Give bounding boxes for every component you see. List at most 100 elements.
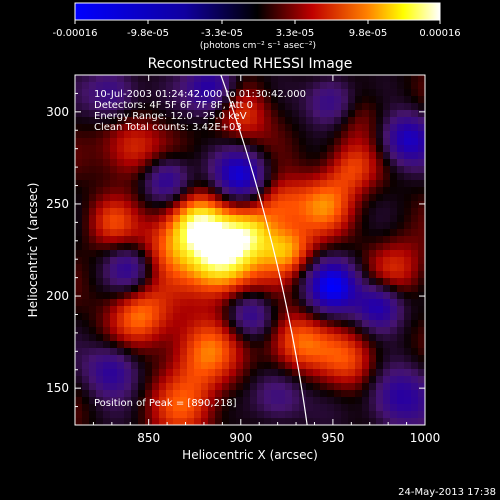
heatmap-cell <box>208 222 216 230</box>
heatmap-cell <box>250 369 258 377</box>
heatmap-cell <box>166 159 174 167</box>
heatmap-cell <box>222 355 230 363</box>
heatmap-cell <box>131 299 139 307</box>
heatmap-cell <box>362 159 370 167</box>
heatmap-cell <box>124 194 132 202</box>
heatmap-cell <box>383 124 391 132</box>
heatmap-cell <box>376 285 384 293</box>
heatmap-cell <box>131 166 139 174</box>
heatmap-cell <box>348 187 356 195</box>
x-axis-label: Heliocentric X (arcsec) <box>182 448 318 462</box>
heatmap-cell <box>418 208 425 216</box>
heatmap-cell <box>110 355 118 363</box>
heatmap-cell <box>264 327 272 335</box>
heatmap-cell <box>201 75 209 83</box>
heatmap-cell <box>411 264 419 272</box>
heatmap-cell <box>264 145 272 153</box>
heatmap-cell <box>89 376 97 384</box>
heatmap-cell <box>299 327 307 335</box>
heatmap-cell <box>383 334 391 342</box>
heatmap-cell <box>180 418 188 425</box>
heatmap-cell <box>117 152 125 160</box>
heatmap-cell <box>180 82 188 90</box>
heatmap-cell <box>159 292 167 300</box>
heatmap-cell <box>306 75 314 83</box>
heatmap-cell <box>271 369 279 377</box>
heatmap-cell <box>264 334 272 342</box>
heatmap-cell <box>348 96 356 104</box>
heatmap-cell <box>243 390 251 398</box>
heatmap-cell <box>362 285 370 293</box>
heatmap-cell <box>264 369 272 377</box>
heatmap-cell <box>327 159 335 167</box>
heatmap-cell <box>180 145 188 153</box>
heatmap-cell <box>285 355 293 363</box>
heatmap-cell <box>306 313 314 321</box>
heatmap-cell <box>131 243 139 251</box>
heatmap-cell <box>390 390 398 398</box>
heatmap-cell <box>250 264 258 272</box>
heatmap-cell <box>376 334 384 342</box>
heatmap-cell <box>194 271 202 279</box>
heatmap-cell <box>418 320 425 328</box>
heatmap-cell <box>376 257 384 265</box>
heatmap-cell <box>138 264 146 272</box>
heatmap-cell <box>320 180 328 188</box>
heatmap-cell <box>285 145 293 153</box>
heatmap-cell <box>243 313 251 321</box>
heatmap-cell <box>194 194 202 202</box>
heatmap-cell <box>103 264 111 272</box>
heatmap-cell <box>236 96 244 104</box>
heatmap-cell <box>215 250 223 258</box>
heatmap-cell <box>404 383 412 391</box>
heatmap-cell <box>96 110 104 118</box>
heatmap-cell <box>166 201 174 209</box>
heatmap-cell <box>376 383 384 391</box>
heatmap-cell <box>117 96 125 104</box>
heatmap-cell <box>103 96 111 104</box>
heatmap-cell <box>236 257 244 265</box>
heatmap-cell <box>383 222 391 230</box>
heatmap-cell <box>257 138 265 146</box>
heatmap-cell <box>292 299 300 307</box>
heatmap-cell <box>397 103 405 111</box>
heatmap-cell <box>159 166 167 174</box>
heatmap-cell <box>124 292 132 300</box>
heatmap-cell <box>194 173 202 181</box>
heatmap-cell <box>355 376 363 384</box>
heatmap-cell <box>124 299 132 307</box>
heatmap-cell <box>383 215 391 223</box>
heatmap-cell <box>390 257 398 265</box>
heatmap-cell <box>180 194 188 202</box>
heatmap-cell <box>201 313 209 321</box>
heatmap-cell <box>383 411 391 419</box>
heatmap-cell <box>355 320 363 328</box>
heatmap-cell <box>418 250 425 258</box>
heatmap-cell <box>327 208 335 216</box>
heatmap-cell <box>397 89 405 97</box>
heatmap-cell <box>152 96 160 104</box>
heatmap-cell <box>334 131 342 139</box>
heatmap-cell <box>159 390 167 398</box>
heatmap-cell <box>138 341 146 349</box>
heatmap-cell <box>418 187 425 195</box>
heatmap-cell <box>313 348 321 356</box>
heatmap-cell <box>320 89 328 97</box>
heatmap-cell <box>320 82 328 90</box>
heatmap-cell <box>313 334 321 342</box>
heatmap-cell <box>292 397 300 405</box>
heatmap-cell <box>327 166 335 174</box>
heatmap-cell <box>166 89 174 97</box>
heatmap-cell <box>222 194 230 202</box>
heatmap-cell <box>334 89 342 97</box>
heatmap-cell <box>222 103 230 111</box>
heatmap-cell <box>376 320 384 328</box>
heatmap-cell <box>369 320 377 328</box>
heatmap-cell <box>313 194 321 202</box>
heatmap-cell <box>320 271 328 279</box>
heatmap-cell <box>320 159 328 167</box>
heatmap-cell <box>292 166 300 174</box>
heatmap-cell <box>334 173 342 181</box>
heatmap-cell <box>376 96 384 104</box>
heatmap-cell <box>355 306 363 314</box>
